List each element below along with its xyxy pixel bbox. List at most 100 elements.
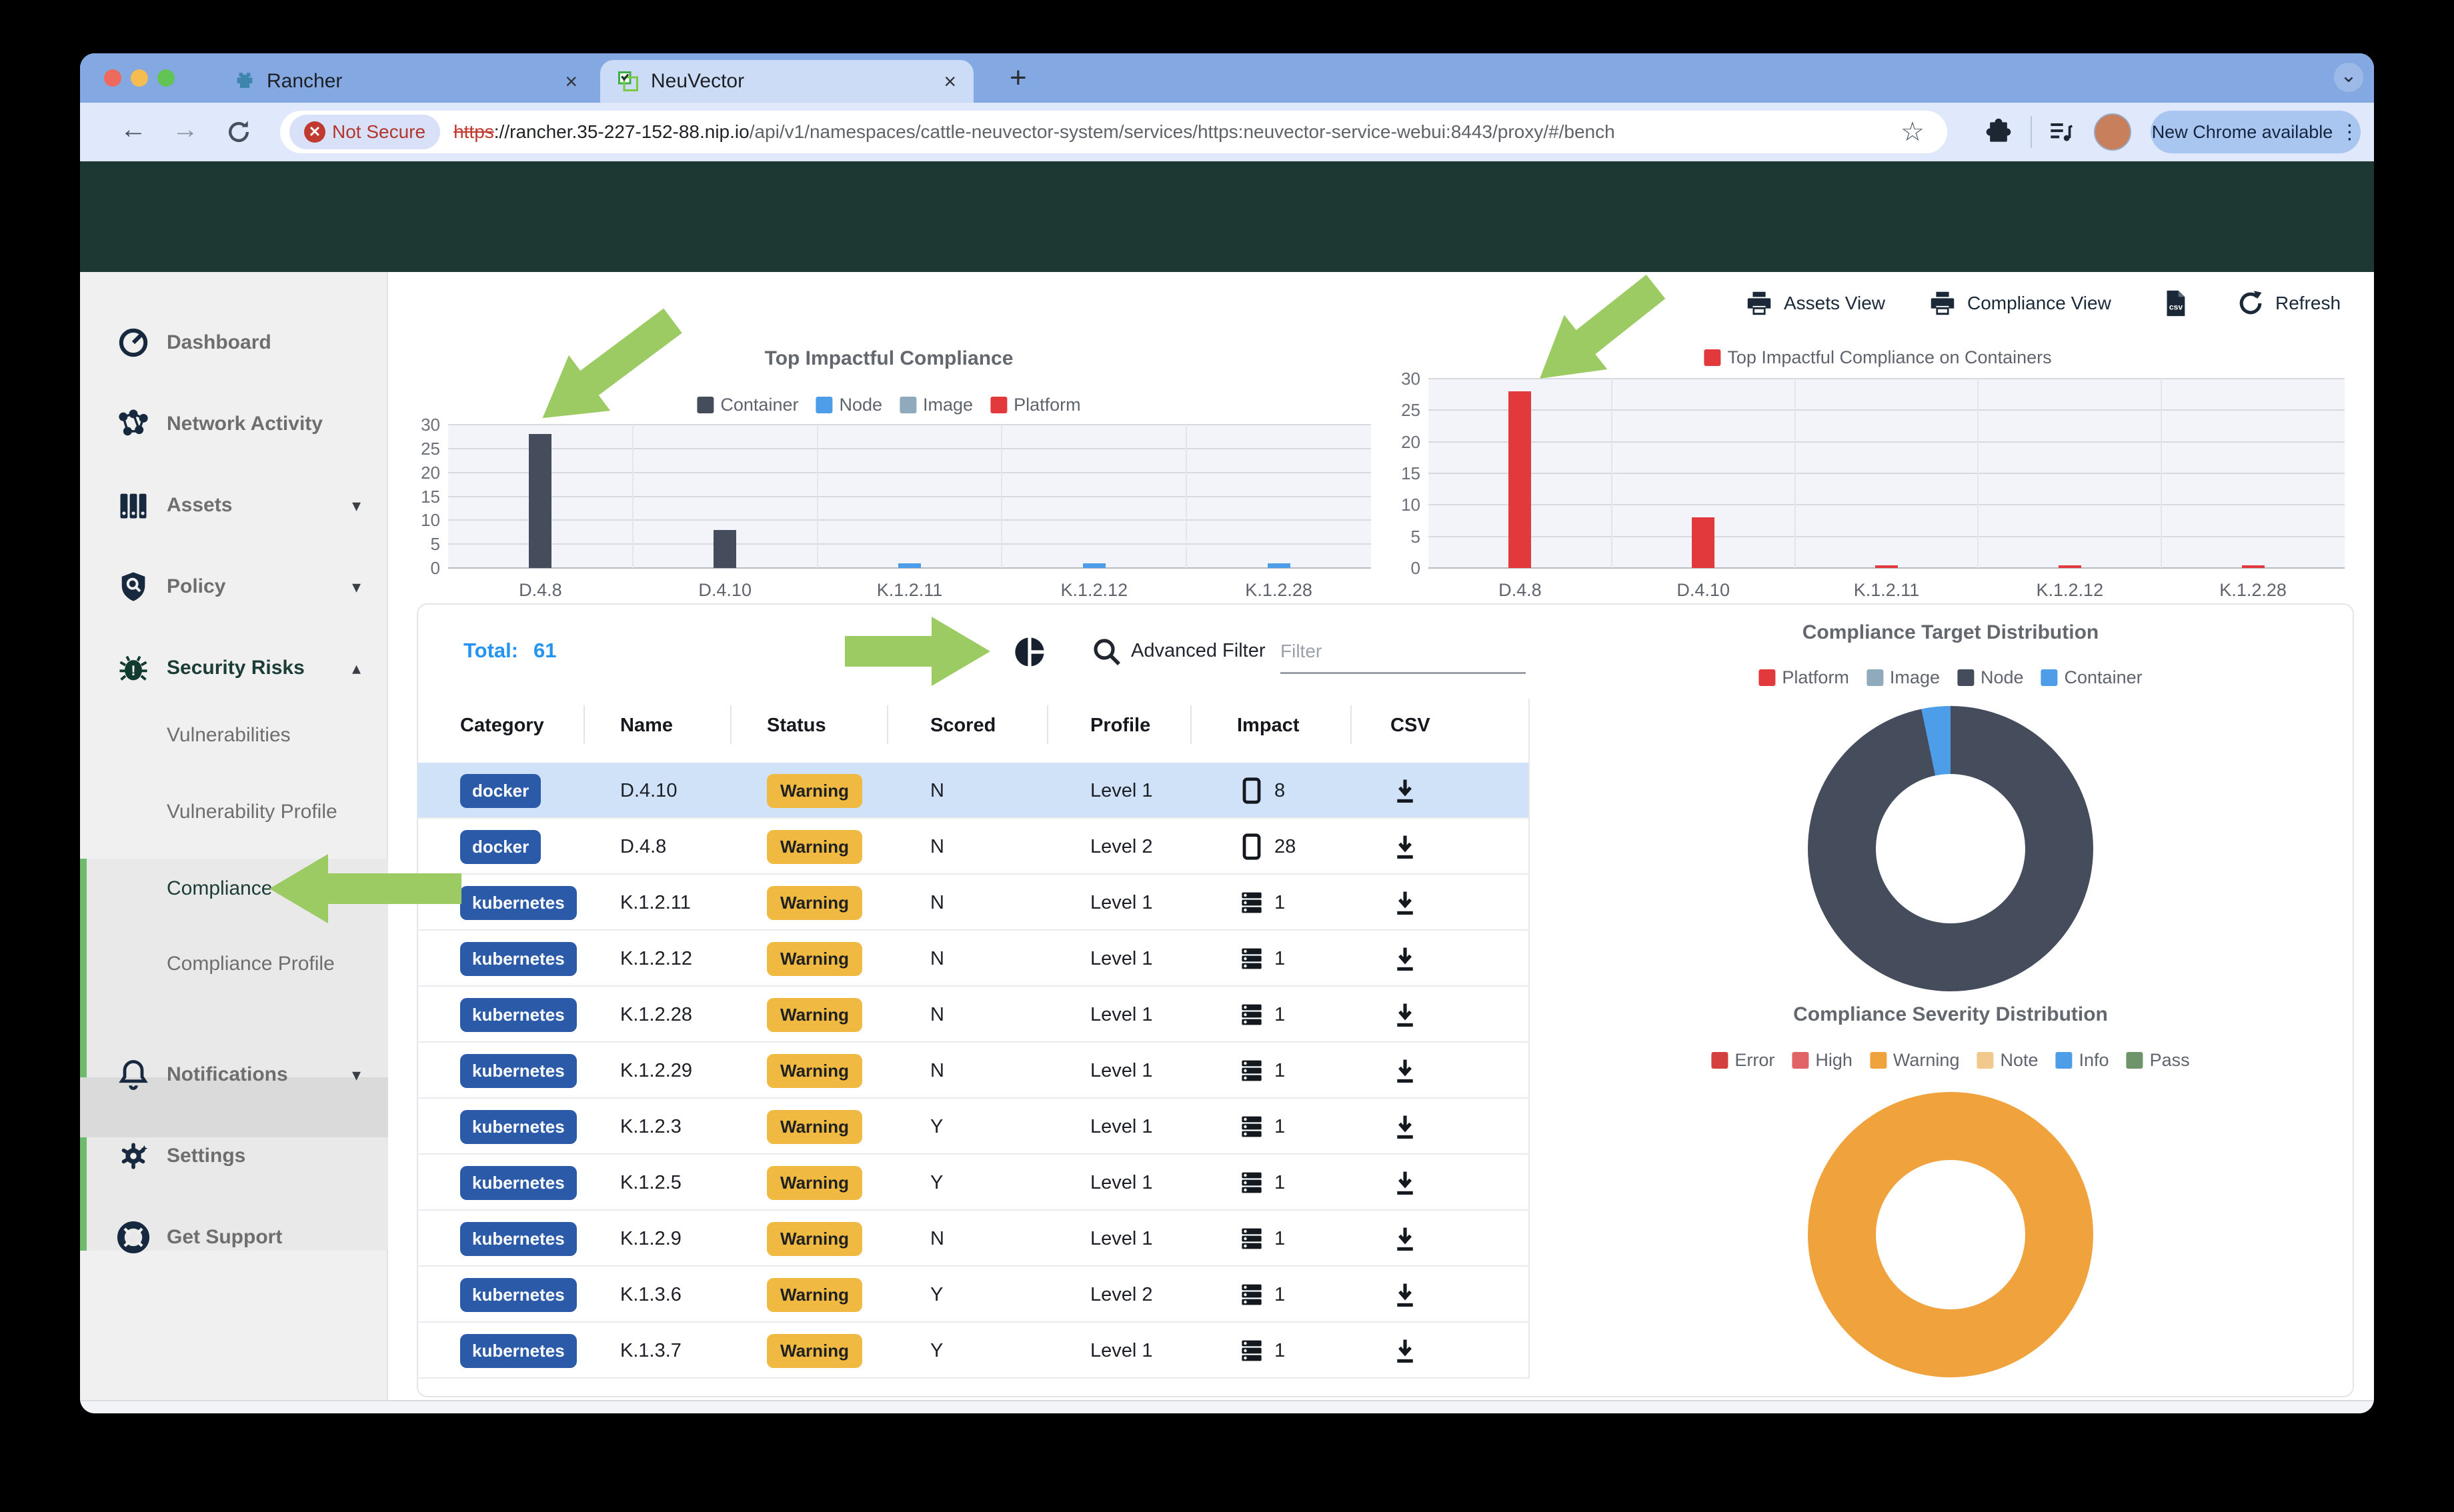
column-header-profile[interactable]: Profile bbox=[1090, 715, 1151, 736]
download-icon[interactable] bbox=[1390, 1056, 1420, 1085]
column-header-category[interactable]: Category bbox=[460, 715, 544, 736]
minimize-window-button[interactable] bbox=[131, 69, 148, 87]
y-tick-label: 25 bbox=[421, 438, 440, 459]
sidebar-item-dashboard[interactable]: Dashboard bbox=[80, 311, 388, 375]
tab-neuvector[interactable]: NeuVector × bbox=[600, 60, 974, 103]
maximize-window-button[interactable] bbox=[157, 69, 175, 87]
header-separator bbox=[887, 705, 888, 744]
download-icon[interactable] bbox=[1390, 832, 1420, 861]
profile-avatar[interactable] bbox=[2094, 113, 2131, 151]
download-icon[interactable] bbox=[1390, 944, 1420, 973]
lifering-icon bbox=[117, 1221, 150, 1254]
new-tab-button[interactable]: + bbox=[1010, 61, 1027, 94]
column-header-csv[interactable]: CSV bbox=[1390, 715, 1430, 736]
advanced-filter-button[interactable]: Advanced Filter bbox=[1131, 640, 1266, 661]
column-header-impact[interactable]: Impact bbox=[1237, 715, 1300, 736]
sidebar-item-vulnerabilities[interactable]: Vulnerabilities bbox=[80, 703, 388, 767]
download-icon[interactable] bbox=[1390, 1280, 1420, 1309]
gridline bbox=[448, 471, 1371, 473]
gridline bbox=[1428, 504, 2345, 506]
close-icon[interactable]: × bbox=[565, 69, 577, 93]
header-separator bbox=[730, 705, 732, 744]
update-chrome-label: New Chrome available bbox=[2151, 121, 2333, 142]
right-chart-bar-D.4.10 bbox=[1692, 517, 1715, 568]
assets-view-button[interactable]: Assets View bbox=[1744, 283, 1885, 323]
gridline bbox=[448, 543, 1371, 545]
legend-item: Top Impactful Compliance on Containers bbox=[1704, 347, 2052, 368]
table-row[interactable]: kubernetes K.1.3.6 Warning Y Level 2 1 bbox=[418, 1267, 1528, 1323]
csv-export-button[interactable]: csv bbox=[2159, 283, 2190, 323]
extensions-icon[interactable] bbox=[1984, 117, 2013, 147]
chevron-down-icon: ▾ bbox=[352, 576, 361, 597]
sidebar-item-settings[interactable]: Settings bbox=[80, 1124, 388, 1188]
reload-icon[interactable] bbox=[224, 117, 253, 147]
close-window-button[interactable] bbox=[104, 69, 121, 87]
column-header-name[interactable]: Name bbox=[620, 715, 673, 736]
download-icon[interactable] bbox=[1390, 1224, 1420, 1253]
sidebar-item-notifications[interactable]: Notifications ▾ bbox=[80, 1043, 388, 1107]
sidebar-item-compliance-profile[interactable]: Compliance Profile bbox=[80, 932, 388, 996]
download-icon[interactable] bbox=[1390, 1168, 1420, 1197]
sidebar-item-assets[interactable]: Assets ▾ bbox=[80, 473, 388, 537]
table-row[interactable]: kubernetes K.1.3.7 Warning Y Level 1 1 bbox=[418, 1323, 1528, 1379]
table-row[interactable]: kubernetes K.1.2.12 Warning N Level 1 1 bbox=[418, 931, 1528, 987]
update-chrome-pill[interactable]: New Chrome available ⋮ bbox=[2151, 111, 2361, 153]
sidebar-item-policy[interactable]: Policy ▾ bbox=[80, 555, 388, 619]
bookmark-star-icon[interactable]: ☆ bbox=[1901, 117, 1925, 147]
table-row[interactable]: kubernetes K.1.2.3 Warning Y Level 1 1 bbox=[418, 1099, 1528, 1155]
sidebar-item-get-support[interactable]: Get Support bbox=[80, 1205, 388, 1269]
csv-cell bbox=[1390, 931, 1420, 987]
table-row[interactable]: kubernetes K.1.2.9 Warning N Level 1 1 bbox=[418, 1211, 1528, 1267]
legend-label: Image bbox=[1889, 667, 1940, 687]
legend-swatch bbox=[1711, 1052, 1728, 1069]
compliance-view-button[interactable]: Compliance View bbox=[1927, 283, 2111, 323]
reading-list-icon[interactable] bbox=[2046, 117, 2075, 147]
sidebar-item-security-risks[interactable]: ! Security Risks ▴ bbox=[80, 636, 388, 700]
sidebar-item-compliance[interactable]: Compliance bbox=[80, 857, 388, 921]
refresh-button[interactable]: Refresh bbox=[2235, 283, 2341, 323]
tab-rancher[interactable]: Rancher × bbox=[233, 60, 593, 103]
y-tick-label: 5 bbox=[1410, 526, 1420, 547]
download-icon[interactable] bbox=[1390, 1000, 1420, 1029]
table-row[interactable]: kubernetes K.1.2.11 Warning N Level 1 1 bbox=[418, 875, 1528, 931]
impact-cell: 1 bbox=[1237, 1043, 1285, 1099]
download-icon[interactable] bbox=[1390, 888, 1420, 917]
legend-item-note: Note bbox=[1977, 1050, 2039, 1071]
category-badge: kubernetes bbox=[460, 1221, 577, 1256]
chart-toggle-icon[interactable] bbox=[1012, 635, 1047, 669]
column-header-status[interactable]: Status bbox=[767, 715, 826, 736]
table-row[interactable]: docker D.4.10 Warning N Level 1 8 bbox=[418, 763, 1528, 819]
table-row[interactable]: kubernetes K.1.2.28 Warning N Level 1 1 bbox=[418, 987, 1528, 1043]
download-icon[interactable] bbox=[1390, 1336, 1420, 1365]
category-cell: kubernetes bbox=[460, 1043, 577, 1099]
status-badge: Warning bbox=[767, 1221, 863, 1256]
left-chart-bar-K.1.2.12 bbox=[1082, 563, 1106, 568]
category-badge: kubernetes bbox=[460, 1165, 577, 1200]
download-icon[interactable] bbox=[1390, 776, 1420, 805]
filter-underline bbox=[1280, 672, 1526, 674]
security-chip[interactable]: ✕ Not Secure bbox=[289, 115, 441, 149]
close-icon[interactable]: × bbox=[944, 69, 956, 93]
sidebar-item-vulnerability-profile[interactable]: Vulnerability Profile bbox=[80, 780, 388, 844]
table-row[interactable]: kubernetes K.1.2.29 Warning N Level 1 1 bbox=[418, 1043, 1528, 1099]
table-row[interactable]: kubernetes K.1.2.5 Warning Y Level 1 1 bbox=[418, 1155, 1528, 1211]
right-chart-bar-K.1.2.28 bbox=[2241, 565, 2265, 568]
category-badge: kubernetes bbox=[460, 997, 577, 1032]
sidebar-item-label: Vulnerabilities bbox=[167, 724, 291, 746]
forward-icon[interactable]: → bbox=[172, 115, 199, 144]
address-bar[interactable]: ✕ Not Secure https://rancher.35-227-152-… bbox=[280, 111, 1947, 153]
back-icon[interactable]: ← bbox=[120, 115, 147, 144]
scored-cell: N bbox=[930, 835, 944, 857]
tab-search-chevron-icon[interactable]: ⌄ bbox=[2334, 63, 2363, 92]
target-donut-legend: Platform Image Node Container bbox=[1758, 667, 2143, 688]
gridline bbox=[1428, 378, 2345, 379]
column-header-scored[interactable]: Scored bbox=[930, 715, 996, 736]
kebab-menu-icon[interactable]: ⋮ bbox=[2339, 121, 2360, 143]
table-row[interactable]: docker D.4.8 Warning N Level 2 28 bbox=[418, 819, 1528, 875]
gauge-icon bbox=[119, 328, 148, 357]
download-icon[interactable] bbox=[1390, 1112, 1420, 1141]
sidebar-item-network-activity[interactable]: Network Activity bbox=[80, 392, 388, 456]
status-badge: Warning bbox=[767, 1333, 863, 1368]
node-icon bbox=[1242, 892, 1262, 913]
filter-input[interactable] bbox=[1280, 632, 1526, 671]
